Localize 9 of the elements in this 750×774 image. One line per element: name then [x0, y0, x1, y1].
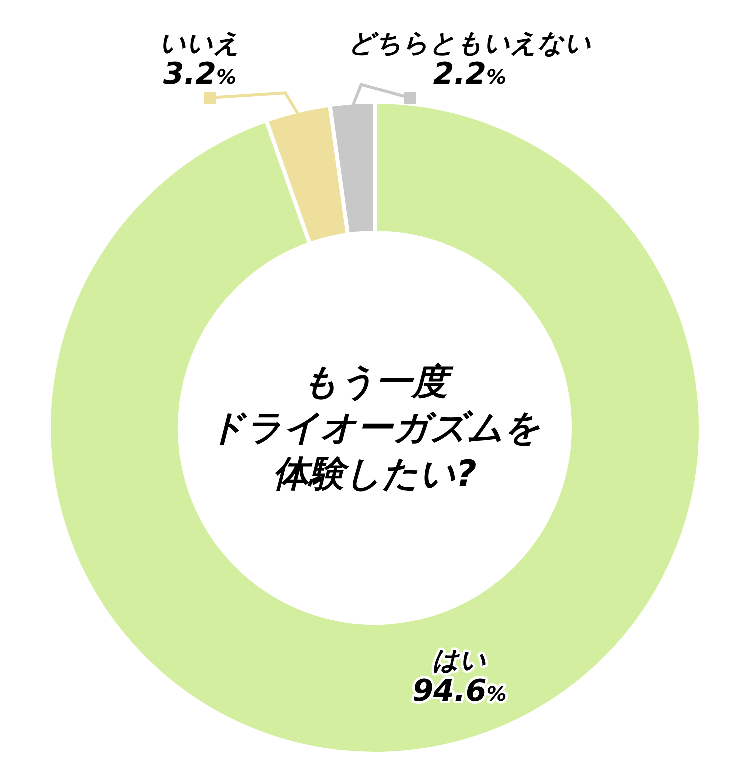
text: 体験したい?: [273, 454, 477, 495]
text: ドライオーガズムを: [209, 408, 541, 449]
slice-label: いいえ: [160, 29, 240, 59]
text: もう一度: [302, 362, 454, 403]
slice-label: どちらともいえない: [348, 29, 592, 59]
data-label: 3.2%: [163, 57, 237, 92]
data-label: 94.6%: [412, 674, 507, 710]
data-label: 2.2%: [433, 57, 507, 92]
slice-label: はい: [432, 646, 487, 676]
